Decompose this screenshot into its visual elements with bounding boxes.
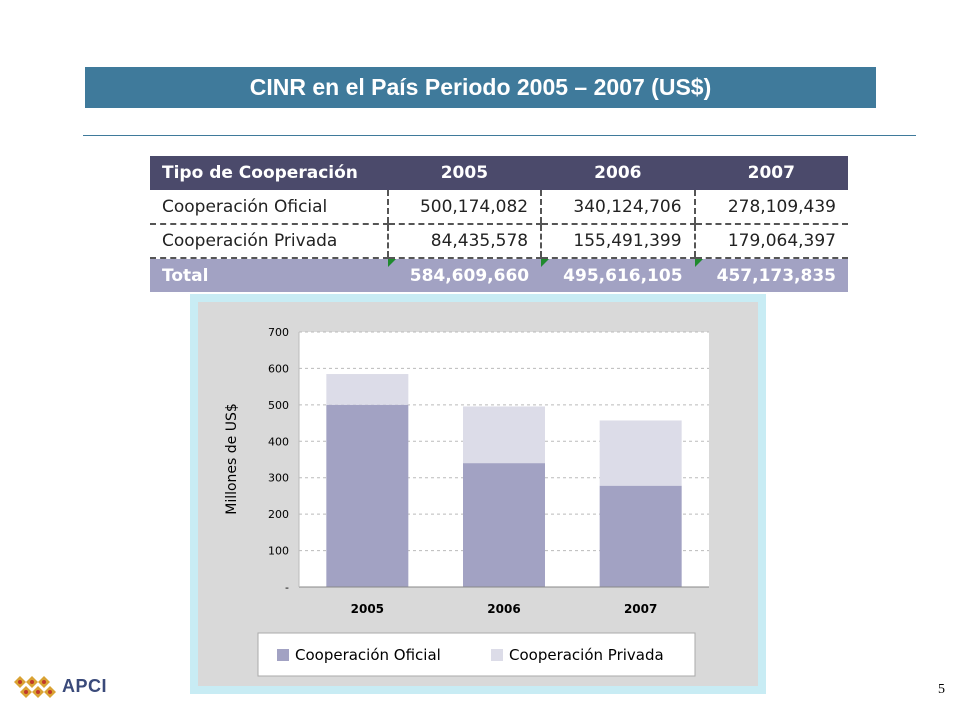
y-tick-label: 700 — [268, 326, 289, 339]
cooperation-table: Tipo de Cooperación 2005 2006 2007 Coope… — [150, 156, 848, 292]
y-tick-label: 600 — [268, 362, 289, 375]
y-tick-label: - — [285, 581, 289, 594]
chart-area: - 100 200 300 400 500 600 700 2005 2006 2007 Mill… — [198, 302, 758, 686]
title-divider — [83, 135, 916, 136]
table-total-row: Total 584,609,660 495,616,105 457,173,83… — [150, 258, 848, 292]
table-header-2006: 2006 — [541, 156, 695, 190]
bar-privada-2005 — [326, 374, 409, 405]
table-header-row: Tipo de Cooperación 2005 2006 2007 — [150, 156, 848, 190]
logo-text: APCI — [62, 676, 108, 696]
table-cell: Cooperación Privada — [150, 224, 388, 259]
apci-logo-icon — [14, 676, 56, 698]
bar-oficial-2005 — [326, 404, 409, 587]
page-number: 5 — [938, 682, 945, 697]
table-total-cell: 457,173,835 — [694, 258, 848, 292]
table-total-cell: 495,616,105 — [541, 258, 695, 292]
table-header-type: Tipo de Cooperación — [150, 156, 388, 190]
table-row: Cooperación Oficial 500,174,082 340,124,… — [150, 190, 848, 225]
bar-privada-2007 — [599, 420, 682, 486]
legend-label-privada: Cooperación Privada — [509, 646, 664, 664]
y-tick-label: 500 — [268, 399, 289, 412]
y-tick-labels: - 100 200 300 400 500 600 700 — [268, 326, 289, 594]
bar-privada-2006 — [463, 406, 545, 464]
table-total-cell: 584,609,660 — [387, 258, 542, 292]
table-header-2005: 2005 — [387, 156, 542, 190]
legend-box — [257, 632, 696, 677]
bar-oficial-2006 — [463, 463, 545, 587]
slide-title: CINR en el País Periodo 2005 – 2007 (US$… — [85, 67, 876, 108]
table-cell: 155,491,399 — [540, 224, 695, 259]
y-axis-label: Millones de US$ — [224, 403, 240, 515]
y-tick-label: 100 — [268, 545, 289, 558]
table-cell: 84,435,578 — [386, 224, 542, 259]
legend-label-oficial: Cooperación Oficial — [295, 646, 441, 664]
chart-frame: - 100 200 300 400 500 600 700 2005 2006 2007 Mill… — [190, 294, 766, 694]
table-cell: 278,109,439 — [693, 190, 848, 225]
bars — [326, 374, 682, 587]
legend-swatch-privada — [491, 649, 503, 661]
table-total-label: Total — [150, 258, 388, 292]
table-header-2007: 2007 — [694, 156, 848, 190]
table-row: Cooperación Privada 84,435,578 155,491,3… — [150, 224, 848, 259]
table-cell: 179,064,397 — [693, 224, 848, 259]
y-tick-label: 200 — [268, 508, 289, 521]
y-tick-label: 300 — [268, 472, 289, 485]
x-tick-labels: 2005 2006 2007 — [351, 602, 658, 616]
table-cell: Cooperación Oficial — [150, 190, 388, 225]
legend-swatch-oficial — [277, 649, 289, 661]
y-tick-label: 400 — [268, 435, 289, 448]
legend: Cooperación Oficial Cooperación Privada — [257, 632, 696, 677]
slide-title-text: CINR en el País Periodo 2005 – 2007 (US$… — [249, 74, 712, 100]
table-cell: 340,124,706 — [540, 190, 695, 225]
table-cell: 500,174,082 — [386, 190, 542, 225]
x-tick-label: 2007 — [624, 602, 657, 616]
stacked-bar-chart: - 100 200 300 400 500 600 700 2005 2006 2007 Mill… — [224, 326, 709, 677]
x-tick-label: 2006 — [487, 602, 520, 616]
bar-oficial-2007 — [599, 485, 682, 587]
x-tick-label: 2005 — [351, 602, 384, 616]
